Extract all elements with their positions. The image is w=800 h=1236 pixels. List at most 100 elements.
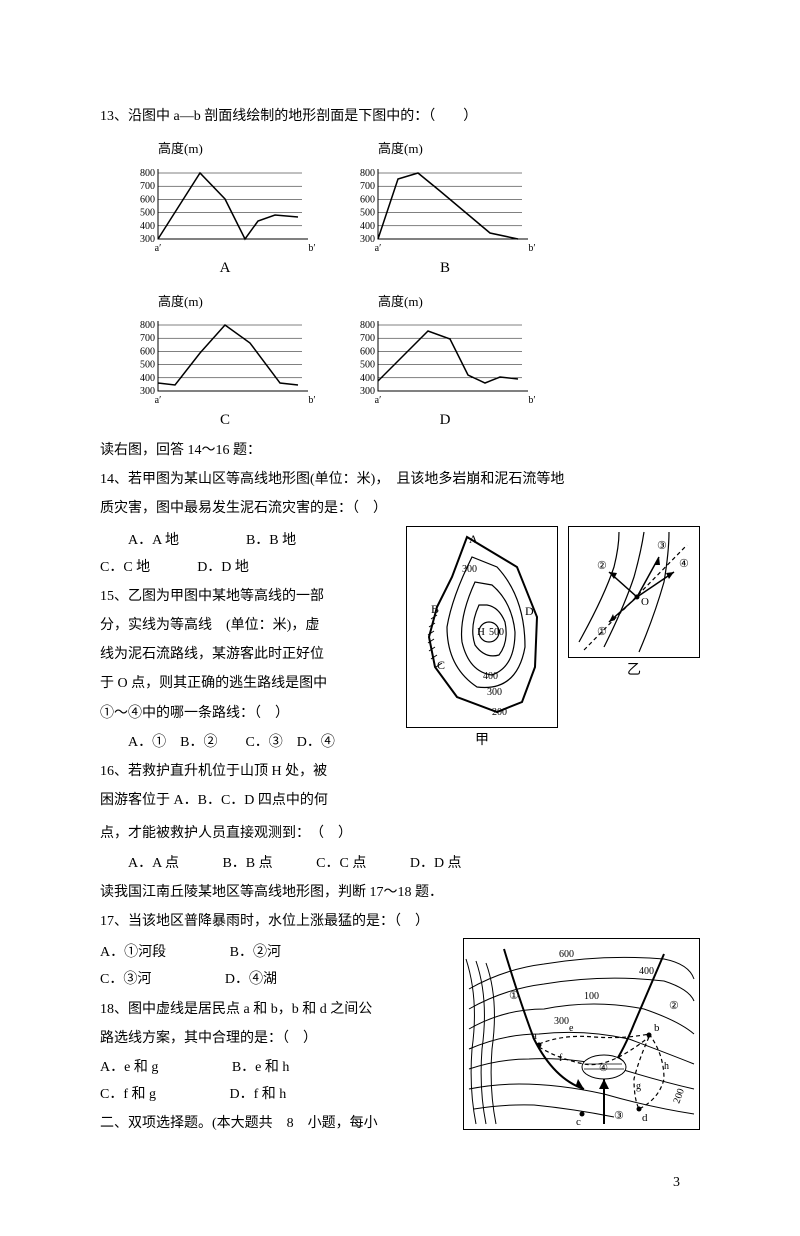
jia-500: 500 [489,627,504,638]
chart-B: 高度(m) 300 400 500 600 700 800 a′ b′ B [350,137,540,281]
q17-optC: C．③河 [100,972,151,987]
m-d: d [642,1112,648,1124]
chart-D-title: 高度(m) [378,290,540,313]
q14-optD: D．D 地 [197,560,249,575]
q13-text: 13、沿图中 a—b 剖面线绘制的地形剖面是下图中的：（ ） [100,104,700,129]
m-c1: ① [509,990,519,1002]
svg-text:500: 500 [140,207,155,218]
fig-jia-label: 甲 [406,728,558,753]
m-a: a [532,1030,537,1042]
q17-18-row: A．①河段 B．②河 C．③河 D．④湖 18、图中虚线是居民点 a 和 b，b… [100,938,700,1140]
chart-A-xr: b′ [308,243,315,253]
chart-C-svg: 300400500600700800 a′ b′ [130,313,320,405]
q17-optB: B．②河 [230,945,281,960]
chart-B-xr: b′ [528,243,535,253]
q14-optC: C．C 地 [100,560,150,575]
chart-A-svg: 300400500600700800 a′ b′ [130,161,320,253]
q18-optC: C．f 和 g [100,1087,156,1102]
q16-optD: D．D 点 [410,856,462,871]
q18-optB: B．e 和 h [232,1060,290,1075]
svg-text:800: 800 [360,168,375,179]
fig-yi-label: 乙 [568,658,700,683]
chart-A-xl: a′ [155,243,162,253]
jia-400: 400 [483,671,498,682]
jia-300: 300 [462,564,477,575]
svg-text:400: 400 [140,220,155,231]
m-e: e [569,1023,574,1034]
chart-B-curve [378,173,518,239]
chart-B-xl: a′ [375,243,382,253]
jia-300b: 300 [487,687,502,698]
svg-text:700: 700 [360,333,375,344]
chart-B-svg: 300 400 500 600 700 800 a′ b′ [350,161,540,253]
q15-l3: 线为泥石流路线，某游客此时正好位 [100,642,396,667]
m-f: f [559,1053,563,1064]
q15-l1: 15、乙图为甲图中某地等高线的一部 [100,584,396,609]
q17-optA: A．①河段 [100,945,166,960]
m-100: 100 [584,991,599,1002]
chart-A: 高度(m) 300400500600700800 a′ b′ A [130,137,320,281]
q15-l2: 分，实线为等高线 (单位：米)，虚 [100,613,396,638]
fig-jia-box: A B C D H 300 500 400 300 200 甲 [406,526,558,753]
chart-D: 高度(m) 300400500600700800 a′ b′ D [350,290,540,434]
q15-opts: A．① B．② C．③ D．④ [100,730,396,755]
fig-yi-box: O ① ② ③ ④ 乙 [568,526,700,683]
chart-A-label: A [130,255,320,282]
jia-C: C [437,658,445,672]
jia-200: 200 [492,707,507,718]
svg-text:600: 600 [360,346,375,357]
q14-16-row: A．A 地 B．B 地 C．C 地 D．D 地 15、乙图为甲图中某地等高线的一… [100,526,700,818]
q14-opts-ab: A．A 地 B．B 地 [100,528,396,553]
chart-D-svg: 300400500600700800 a′ b′ [350,313,540,405]
q18-optD: D．f 和 h [230,1087,287,1102]
m-400: 400 [639,966,654,977]
svg-text:300: 300 [140,386,155,397]
charts-row-2: 高度(m) 300400500600700800 a′ b′ C 高度(m) 3… [130,290,700,434]
m-g: g [636,1081,641,1092]
svg-text:300: 300 [360,234,375,245]
yi-1: ① [597,626,607,638]
q17-text: 17、当该地区普降暴雨时，水位上涨最猛的是：（ ） [100,909,700,934]
chart-D-label: D [350,407,540,434]
q14-l1: 14、若甲图为某山区等高线地形图(单位：米)， 且该地多岩崩和泥石流等地 [100,467,700,492]
svg-text:600: 600 [360,194,375,205]
chart-B-title: 高度(m) [378,137,540,160]
q16-opts: A．A 点 B．B 点 C．C 点 D．D 点 [100,851,700,876]
svg-text:600: 600 [140,194,155,205]
m-c3: ③ [614,1110,624,1122]
svg-text:500: 500 [360,207,375,218]
svg-text:300: 300 [140,234,155,245]
m-200: 200 [671,1087,686,1105]
m-h: h [664,1061,669,1072]
svg-text:700: 700 [360,181,375,192]
m-600: 600 [559,949,574,960]
svg-text:400: 400 [360,220,375,231]
q16-l3: 点，才能被救护人员直接观测到： （ ） [100,821,700,846]
svg-text:800: 800 [140,320,155,331]
q16-l2: 困游客位于 A．B．C．D 四点中的何 [100,788,396,813]
chart-C-title: 高度(m) [158,290,320,313]
svg-text:700: 700 [140,181,155,192]
q14-16-text: A．A 地 B．B 地 C．C 地 D．D 地 15、乙图为甲图中某地等高线的一… [100,526,396,818]
fig-yi-svg: O ① ② ③ ④ [568,526,700,658]
chart-D-curve [378,331,518,383]
chart-C-xl: a′ [155,395,162,405]
intro-17-18: 读我国江南丘陵某地区等高线地形图，判断 17～18 题． [100,880,700,905]
chart-C-curve [158,325,298,385]
yi-3: ③ [657,540,667,552]
svg-text:300: 300 [360,386,375,397]
q18-l2: 路选线方案，其中合理的是：（ ） [100,1026,453,1051]
fig-map-svg: 600 400 300 200 100 a b c d e f g h ① ② … [463,938,700,1130]
q17-optD: D．④湖 [225,972,277,987]
q18-opts-ab: A．e 和 g B．e 和 h [100,1055,453,1080]
q16-optB: B．B 点 [222,856,272,871]
chart-B-label: B [350,255,540,282]
page-number: 3 [100,1170,700,1195]
chart-A-curve [158,173,298,239]
chart-A-title: 高度(m) [158,137,320,160]
jia-H: H [477,626,485,638]
svg-text:400: 400 [140,373,155,384]
m-c4: ④ [599,1063,608,1074]
fig-map-box: 600 400 300 200 100 a b c d e f g h ① ② … [463,938,700,1130]
yi-2: ② [597,560,607,572]
